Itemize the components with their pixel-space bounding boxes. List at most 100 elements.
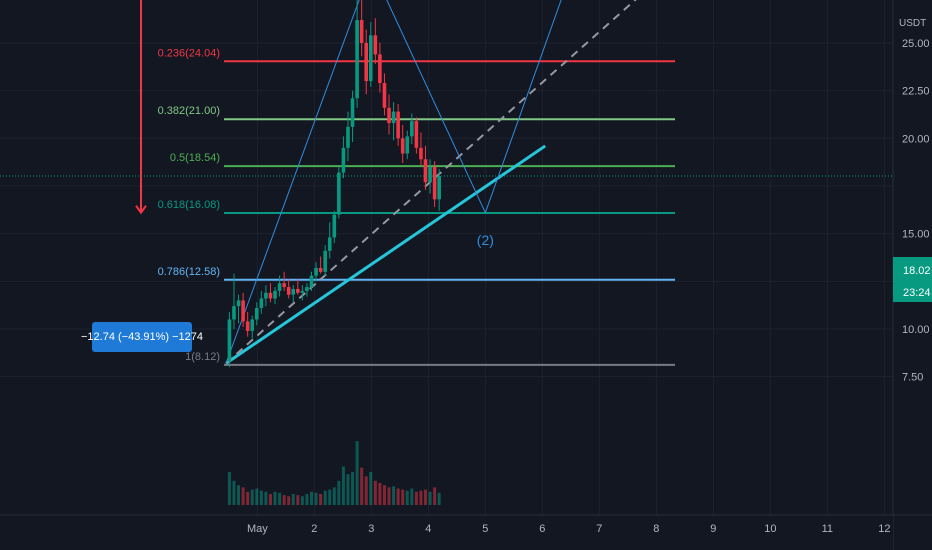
volume-bar xyxy=(282,495,286,505)
volume-bar xyxy=(319,494,323,505)
grid-lines xyxy=(0,0,893,515)
volume-bar xyxy=(227,472,231,505)
fib-level-label: 0.236(24.04) xyxy=(158,47,220,59)
candle-body xyxy=(273,290,277,299)
price-tick-label: 15.00 xyxy=(902,229,930,241)
candle-body xyxy=(419,147,423,160)
volume-bar xyxy=(268,494,272,505)
candle-body xyxy=(327,237,332,251)
volume-bar xyxy=(287,496,291,505)
price-tick-label: 20.00 xyxy=(902,133,930,145)
volume-bar xyxy=(328,489,332,505)
volume-bar xyxy=(273,491,277,505)
time-tick-label: 6 xyxy=(539,523,545,535)
volume-bar xyxy=(424,489,427,505)
candle-body xyxy=(314,267,318,276)
time-tick-label: 9 xyxy=(710,523,716,535)
candle-body xyxy=(428,166,432,183)
candle-body xyxy=(296,288,300,293)
volume-bar xyxy=(241,487,245,505)
candle-body xyxy=(368,35,373,82)
candle-body xyxy=(232,306,236,320)
trend-line-support xyxy=(225,144,547,365)
volume-bar xyxy=(437,492,441,505)
volume-bar xyxy=(305,494,309,505)
time-tick-label: 12 xyxy=(878,523,890,535)
candle-body xyxy=(382,82,387,108)
candle-body xyxy=(245,321,250,331)
volume-bar xyxy=(246,491,250,505)
volume-bar xyxy=(355,441,359,505)
candle-body xyxy=(277,283,282,291)
volume-bar xyxy=(392,486,396,505)
volume-bar xyxy=(259,490,263,505)
volume-bar xyxy=(414,491,418,505)
time-axis[interactable]: May 2 3 4 5 6 7 8 9 10 11 12 xyxy=(0,514,932,550)
time-tick-label: 7 xyxy=(596,523,602,535)
candle-body xyxy=(355,20,359,99)
time-tick-label: 4 xyxy=(425,523,431,535)
volume-bar xyxy=(351,472,355,505)
volume-bar xyxy=(373,480,377,505)
trend-lines[interactable] xyxy=(225,0,671,365)
price-tick-label: 10.00 xyxy=(902,324,930,336)
candle-body xyxy=(332,214,337,238)
candle-body xyxy=(318,267,323,272)
candle-body xyxy=(391,111,396,124)
candle-body xyxy=(405,136,410,154)
volume-bar xyxy=(323,490,327,505)
trend-line-impulse-down xyxy=(386,0,486,213)
volume-bar xyxy=(378,483,382,505)
fib-level-label: 1(8.12) xyxy=(185,351,220,363)
volume-bar xyxy=(341,466,345,505)
time-tick-label: May xyxy=(247,523,268,535)
volume-bar xyxy=(314,492,318,505)
volume-bar xyxy=(232,480,236,505)
candle-body xyxy=(346,126,350,148)
candle-body xyxy=(250,319,255,331)
candle-body xyxy=(359,20,364,43)
time-tick-label: 10 xyxy=(764,523,776,535)
trend-line-projection xyxy=(225,0,637,365)
time-tick-label: 2 xyxy=(311,523,317,535)
measure-readout: −12.74 (−43.91%) −1274 xyxy=(81,322,203,352)
candle-body xyxy=(268,292,273,299)
fib-level-label: 0.5(18.54) xyxy=(170,152,220,164)
candle-body xyxy=(309,275,314,288)
price-range-measure[interactable] xyxy=(135,0,147,215)
time-tick-label: 5 xyxy=(482,523,488,535)
price-tick-label: 27.50 xyxy=(902,0,930,2)
candle-body xyxy=(437,176,441,200)
volume-bar xyxy=(382,485,386,505)
trend-line-fan-up xyxy=(484,0,562,213)
candle-body xyxy=(410,121,414,137)
trend-line-impulse-up xyxy=(225,0,360,364)
volume-bar xyxy=(410,488,414,505)
fibonacci-retracement[interactable]: 0.236(24.04) 0.382(21.00) 0.5(18.54) 0.618(… xyxy=(158,47,675,366)
quote-currency-label: USDT xyxy=(899,18,927,29)
time-tick-label: 8 xyxy=(653,523,659,535)
wave-labels: (1)(2) xyxy=(477,232,494,248)
price-tick-label: 7.50 xyxy=(902,372,923,384)
volume-bar xyxy=(428,491,432,505)
volume-bar xyxy=(337,480,341,505)
candle-body xyxy=(259,298,264,309)
candle-body xyxy=(337,172,341,215)
time-tick-label: 11 xyxy=(822,523,833,535)
candle-body xyxy=(364,42,369,82)
fib-level-label: 0.786(12.58) xyxy=(158,266,220,278)
candle-body xyxy=(414,121,419,148)
candle-body xyxy=(305,287,309,291)
candle-body xyxy=(282,283,286,288)
fib-level-label: 0.618(16.08) xyxy=(158,199,220,211)
volume-bar xyxy=(300,496,304,505)
volume-bar xyxy=(401,489,405,505)
volume-bar xyxy=(364,476,368,505)
bar-countdown: 23:24 xyxy=(903,287,931,299)
volume-bar xyxy=(369,472,373,505)
volume-bar xyxy=(250,489,254,505)
volume-bars xyxy=(227,441,441,505)
candle-body xyxy=(286,287,291,295)
candle-body xyxy=(341,147,346,173)
